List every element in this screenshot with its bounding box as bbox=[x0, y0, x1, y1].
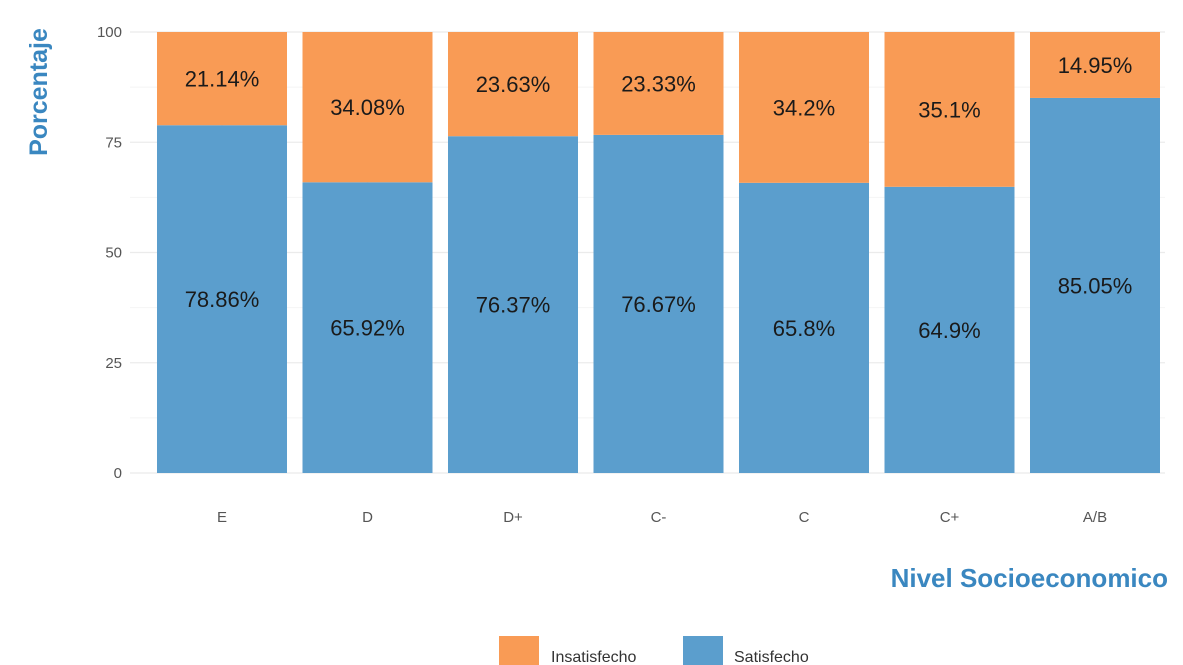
bar-label-insatisfecho: 34.08% bbox=[330, 95, 405, 120]
y-axis-ticks: 0 25 50 75 100 bbox=[97, 24, 122, 482]
legend-swatch-insatisfecho bbox=[499, 636, 539, 665]
bar-insatisfecho bbox=[593, 32, 724, 135]
y-tick-label: 0 bbox=[114, 465, 122, 482]
bar-satisfecho bbox=[448, 136, 578, 473]
bar-insatisfecho bbox=[739, 32, 869, 183]
bar-label-insatisfecho: 14.95% bbox=[1058, 53, 1133, 78]
legend: Insatisfecho Satisfecho bbox=[499, 636, 809, 665]
x-tick-label: D bbox=[362, 509, 373, 526]
bar-labels: 78.86% 21.14% 65.92% 34.08% 76.37% 23.63% 76.6… bbox=[185, 53, 1133, 343]
x-axis-title: Nivel Socioeconomico bbox=[891, 563, 1168, 593]
bar-satisfecho bbox=[157, 125, 287, 473]
bar-satisfecho bbox=[739, 182, 869, 473]
y-tick-label: 100 bbox=[97, 24, 122, 41]
x-tick-label: C+ bbox=[940, 509, 960, 526]
bar-satisfecho bbox=[884, 186, 1015, 473]
legend-label-insatisfecho: Insatisfecho bbox=[551, 649, 636, 665]
x-tick-label: D+ bbox=[503, 509, 523, 526]
bar-label-insatisfecho: 35.1% bbox=[918, 97, 980, 122]
bar-insatisfecho bbox=[1030, 32, 1160, 98]
bar-insatisfecho bbox=[884, 32, 1015, 187]
x-tick-label: C- bbox=[651, 509, 667, 526]
bar-insatisfecho bbox=[157, 32, 287, 126]
y-axis-title: Porcentaje bbox=[25, 28, 53, 156]
bar-insatisfecho bbox=[448, 32, 578, 137]
y-tick-label: 25 bbox=[105, 355, 122, 372]
legend-label-satisfecho: Satisfecho bbox=[734, 649, 809, 665]
y-tick-label: 75 bbox=[105, 134, 122, 151]
bar-satisfecho bbox=[593, 134, 724, 473]
bar-label-satisfecho: 76.67% bbox=[621, 292, 696, 317]
x-tick-label: C bbox=[799, 509, 810, 526]
bar-label-satisfecho: 78.86% bbox=[185, 287, 260, 312]
x-axis-ticks: E D D+ C- C C+ A/B bbox=[217, 509, 1107, 526]
bar-satisfecho bbox=[1030, 97, 1160, 473]
bar-insatisfecho bbox=[302, 32, 433, 183]
bar-label-insatisfecho: 23.63% bbox=[476, 72, 551, 97]
bar-label-satisfecho: 76.37% bbox=[476, 293, 551, 318]
bars bbox=[157, 32, 1160, 474]
bar-label-satisfecho: 64.9% bbox=[918, 318, 980, 343]
bar-label-satisfecho: 65.8% bbox=[773, 316, 835, 341]
legend-swatch-satisfecho bbox=[683, 636, 723, 665]
bar-satisfecho bbox=[302, 182, 433, 474]
bar-label-insatisfecho: 21.14% bbox=[185, 67, 260, 92]
bar-label-insatisfecho: 23.33% bbox=[621, 71, 696, 96]
x-tick-label: E bbox=[217, 509, 227, 526]
bar-label-satisfecho: 65.92% bbox=[330, 316, 405, 341]
y-tick-label: 50 bbox=[105, 245, 122, 262]
bar-label-satisfecho: 85.05% bbox=[1058, 273, 1133, 298]
x-tick-label: A/B bbox=[1083, 509, 1107, 526]
bar-label-insatisfecho: 34.2% bbox=[773, 95, 835, 120]
